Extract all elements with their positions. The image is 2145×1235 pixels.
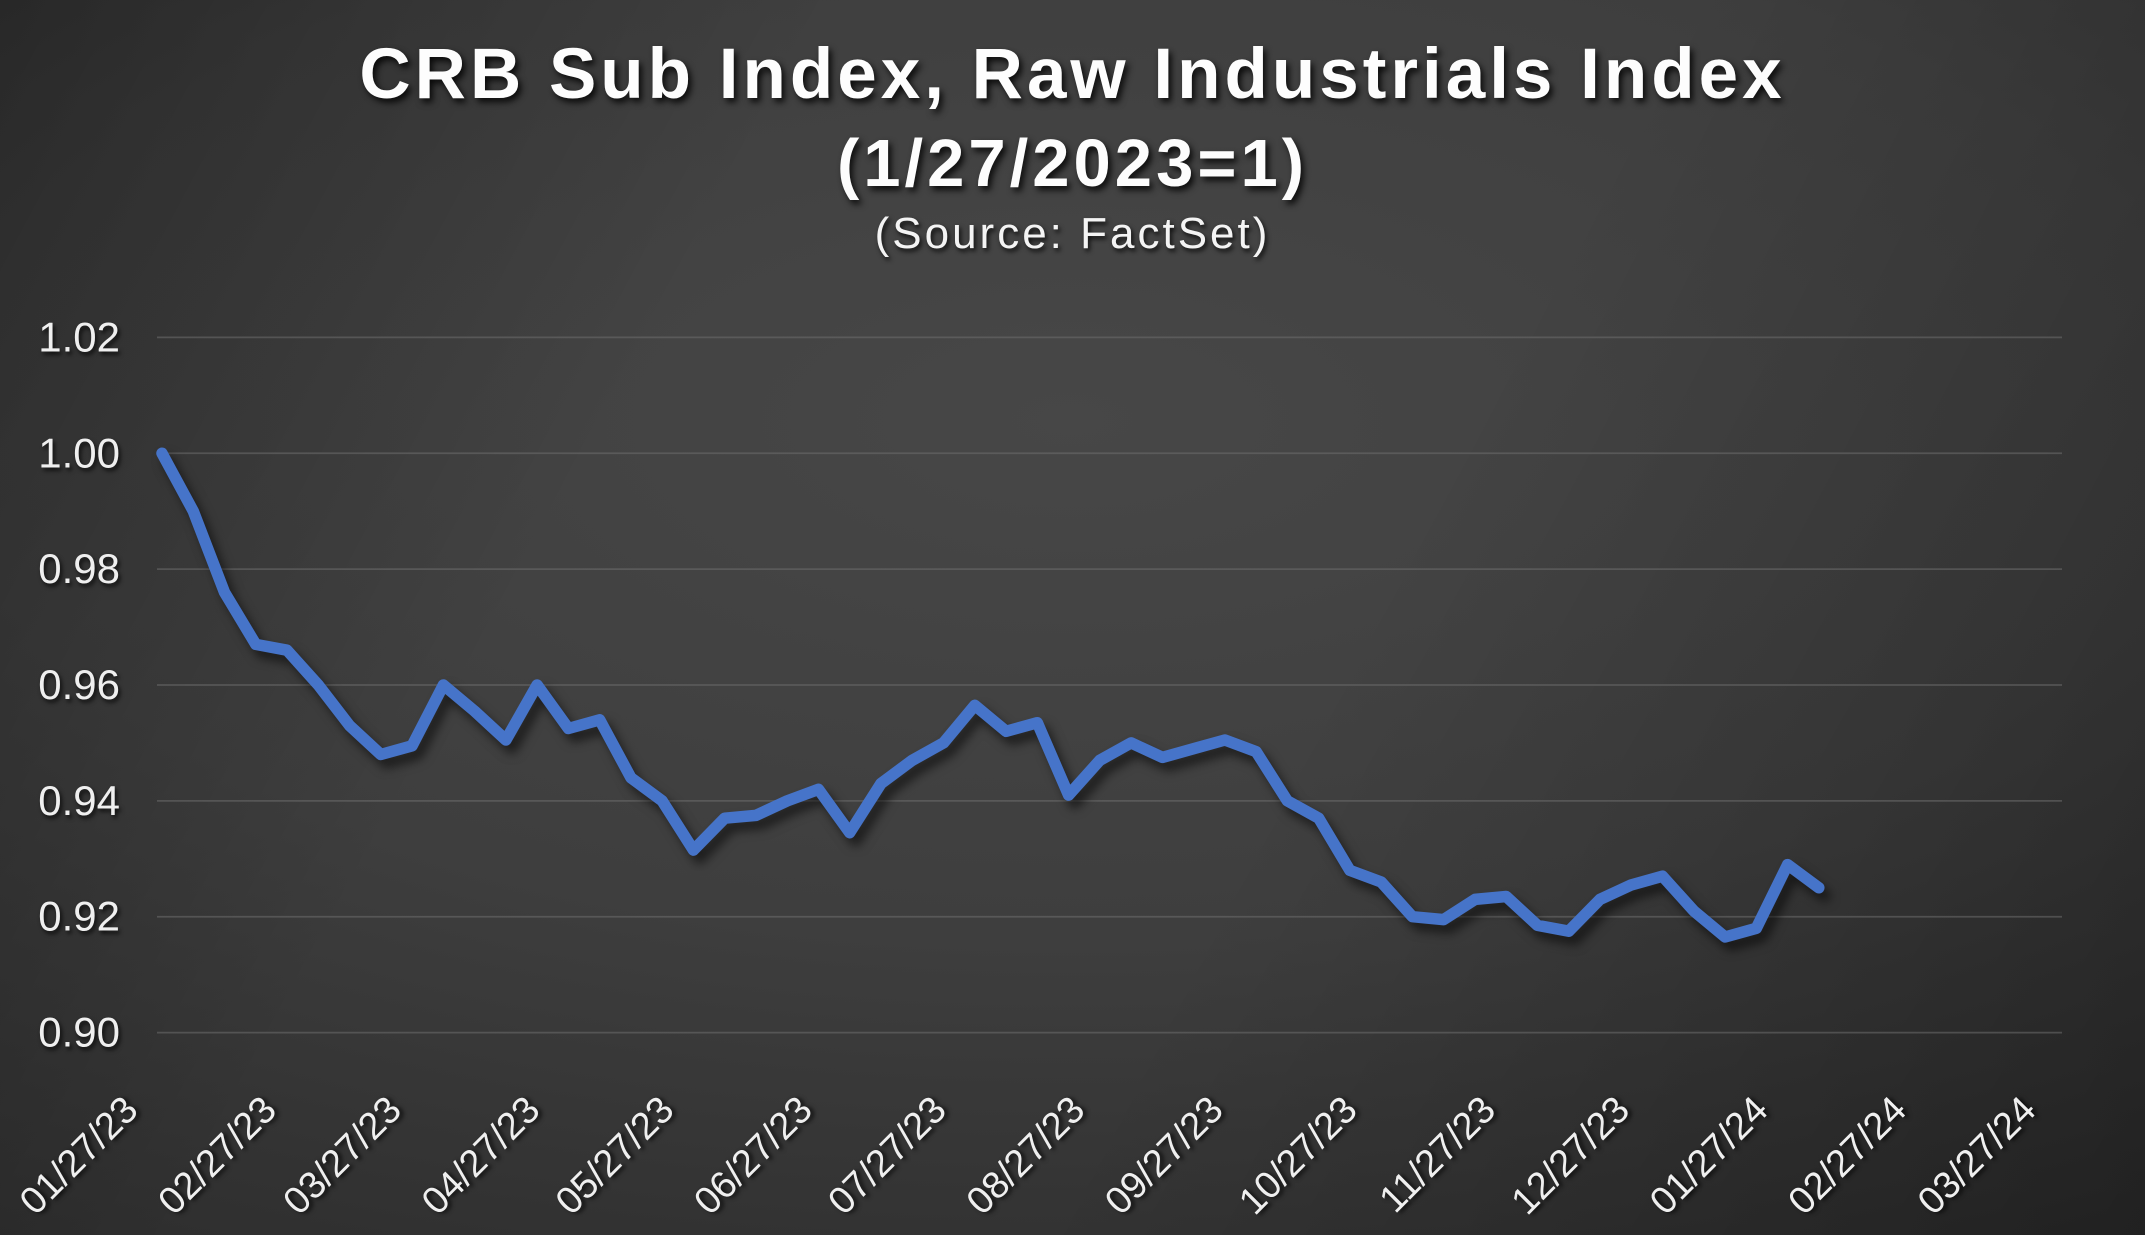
x-tick-label: 07/27/23 (820, 1089, 954, 1223)
y-tick-label: 0.98 (38, 545, 120, 592)
x-tick-label: 05/27/23 (548, 1089, 682, 1223)
y-tick-label: 0.94 (38, 777, 120, 824)
series-group (156, 447, 1825, 943)
chart-title-block: CRB Sub Index, Raw Industrials Index (1/… (0, 28, 2145, 263)
x-tick-label: 04/27/23 (414, 1089, 548, 1223)
chart-source: (Source: FactSet) (874, 209, 1271, 259)
x-tick-label: 10/27/23 (1231, 1089, 1365, 1223)
chart-title: CRB Sub Index, Raw Industrials Index (359, 35, 1786, 114)
y-tick-label: 0.90 (38, 1009, 120, 1056)
y-tick-label: 0.92 (38, 893, 120, 940)
x-tick-label: 12/27/23 (1504, 1089, 1638, 1223)
y-tick-label: 0.96 (38, 661, 120, 708)
x-tick-label: 01/27/24 (1642, 1089, 1776, 1223)
x-tick-label: 11/27/23 (1372, 1089, 1504, 1221)
x-tick-label: 03/27/23 (276, 1089, 410, 1223)
x-tick-label: 02/27/23 (151, 1089, 285, 1223)
chart-title-basis: (1/27/2023=1) (836, 125, 1309, 201)
x-tick-label: 01/27/23 (12, 1089, 146, 1223)
y-tick-label: 1.00 (38, 429, 120, 476)
crb-raw-industrials-line (156, 447, 1825, 943)
x-tick-label: 06/27/23 (686, 1089, 820, 1223)
x-tick-label: 03/27/24 (1910, 1089, 2044, 1223)
y-axis-labels: 0.90 0.92 0.94 0.96 0.98 1.00 1.02 (38, 313, 120, 1055)
x-tick-label: 08/27/23 (959, 1089, 1093, 1223)
gridlines (157, 336, 2062, 1034)
y-tick-label: 1.02 (38, 313, 120, 360)
x-tick-label: 02/27/24 (1781, 1089, 1915, 1223)
x-tick-label: 09/27/23 (1097, 1089, 1231, 1223)
